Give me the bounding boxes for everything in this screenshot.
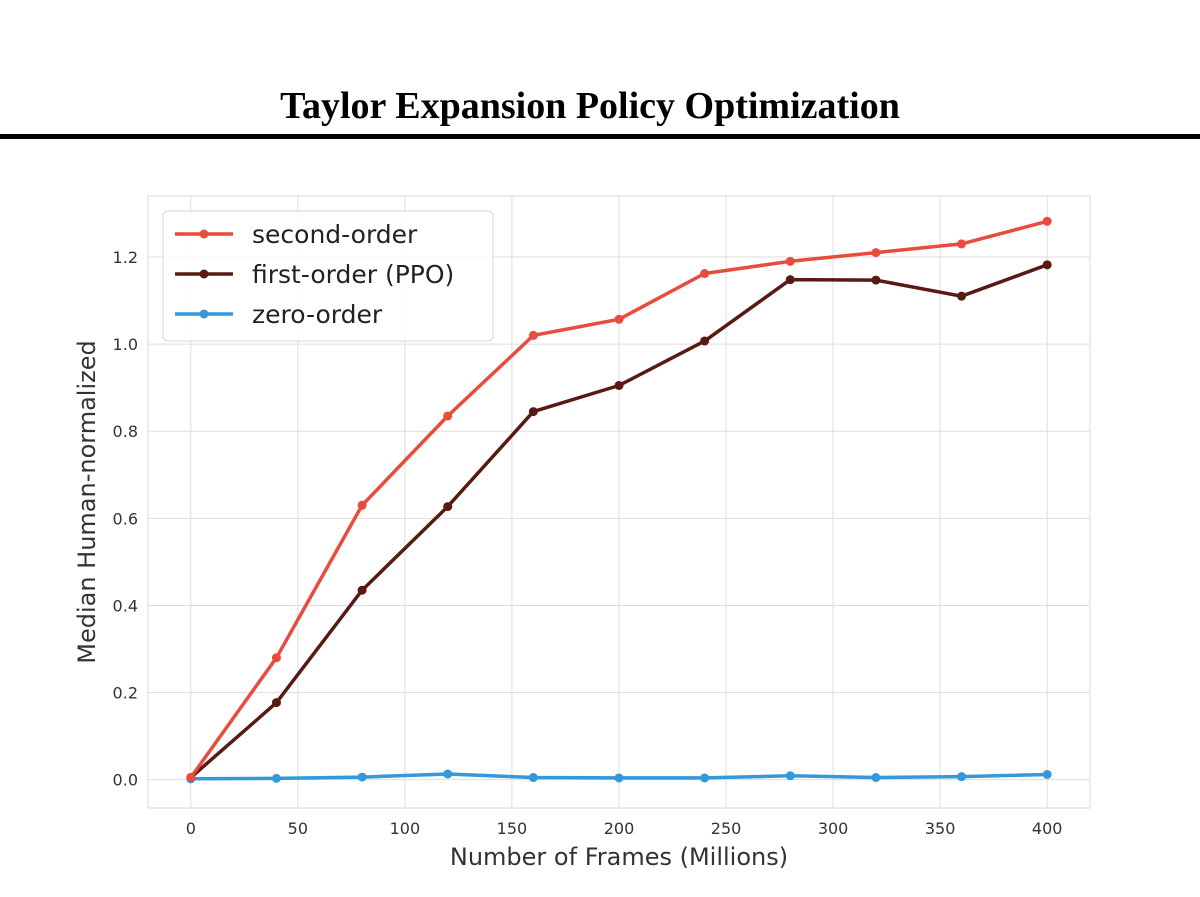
data-point [528,330,538,340]
data-point [957,239,967,249]
data-point [443,502,453,512]
legend-item: zero-order [175,300,383,329]
x-tick-label: 0 [186,819,196,838]
legend-label: first-order (PPO) [252,260,454,289]
y-axis-label: Median Human-normalized [73,340,101,664]
x-tick-label: 200 [604,819,635,838]
data-point [700,773,710,783]
y-tick-label: 0.6 [113,509,138,528]
data-point [700,336,710,346]
x-tick-label: 350 [925,819,956,838]
data-point [271,773,281,783]
x-tick-label: 100 [390,819,421,838]
data-point [443,769,453,779]
data-point [528,407,538,417]
legend-marker [199,229,209,239]
data-point [957,291,967,301]
x-tick-label: 400 [1032,819,1063,838]
data-point [871,248,881,258]
data-point [271,653,281,663]
data-point [1042,769,1052,779]
legend-item: second-order [175,220,418,249]
x-tick-label: 50 [288,819,308,838]
data-point [271,698,281,708]
y-tick-label: 1.2 [113,248,138,267]
legend-item: first-order (PPO) [175,260,454,289]
tick-labels: 0 50 100 150 200 250 300 350 400 0.0 0.2 0.4 0.6 0.8 1… [113,248,1063,838]
series [186,216,1052,784]
data-point [700,269,710,279]
data-point [614,314,624,324]
data-point [1042,260,1052,270]
data-point [1042,216,1052,226]
y-tick-label: 1.0 [113,335,138,354]
data-point [443,411,453,421]
data-point [614,380,624,390]
data-point [357,772,367,782]
y-tick-label: 0.4 [113,596,138,615]
title-rule [0,134,1200,139]
x-tick-label: 250 [711,819,742,838]
data-point [357,585,367,595]
legend: second-order first-order (PPO) zero-order [162,210,494,342]
data-point [871,275,881,285]
y-tick-label: 0.2 [113,684,138,703]
x-axis-label: Number of Frames (Millions) [450,843,788,871]
legend-marker [199,309,209,319]
data-point [785,275,795,285]
data-point [186,773,196,783]
page-title: Taylor Expansion Policy Optimization [280,85,900,127]
series-0 [186,216,1052,783]
legend-label: zero-order [252,300,383,329]
data-point [528,773,538,783]
data-point [785,256,795,266]
legend-label: second-order [252,220,418,249]
data-point [957,772,967,782]
data-point [614,773,624,783]
y-tick-label: 0.8 [113,422,138,441]
data-point [785,771,795,781]
legend-box [162,210,494,342]
legend-marker [199,269,209,279]
data-point [871,773,881,783]
y-tick-label: 0.0 [113,771,138,790]
x-tick-label: 150 [497,819,528,838]
data-point [357,500,367,510]
x-tick-label: 300 [818,819,849,838]
